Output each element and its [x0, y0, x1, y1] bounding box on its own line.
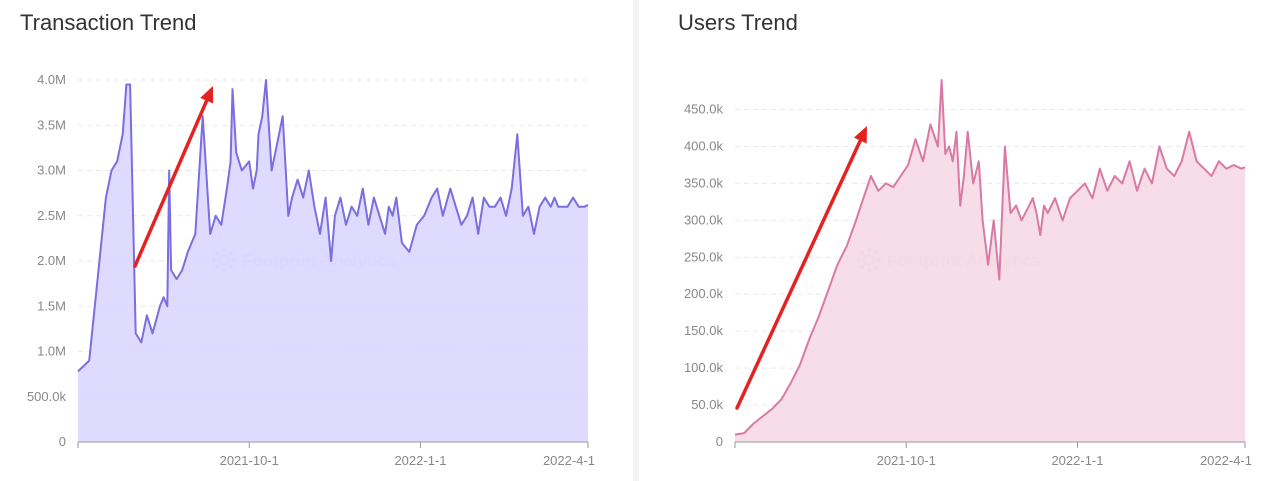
y-tick-label: 250.0k	[684, 249, 724, 264]
transaction-trend-chart: 0500.0k1.0M1.5M2.0M2.5M3.0M3.5M4.0MFootp…	[27, 72, 595, 468]
transaction-trend-panel: Transaction Trend 0 500.0k 1.0M 1.5M 2.0M 2.5…	[0, 0, 630, 481]
y-tick-label: 3.0M	[37, 163, 66, 178]
y-tick-label: 0	[59, 434, 66, 449]
y-tick-label: 350.0k	[684, 175, 724, 190]
users-trend-chart: 0 50.0k 100.0k 150.0k 200.0k 250.0k 300.0k 350.…	[684, 79, 1252, 468]
red-arrow-annotation	[133, 86, 214, 268]
chart-title: Users Trend	[678, 10, 798, 35]
y-tick-label: 0	[716, 434, 723, 449]
y-tick-label: 50.0k	[691, 397, 723, 412]
red-arrow-annotation	[735, 126, 867, 410]
x-tick-label: 2021-10-1	[220, 453, 279, 468]
y-tick-label: 450.0k	[684, 102, 724, 117]
y-tick-label: 2.5M	[37, 208, 66, 223]
users-trend-panel: Users Trend 0 50.0k 100.0k 150.0k 200.0k 250.…	[645, 0, 1265, 481]
y-tick-label: 1.0M	[37, 344, 66, 359]
y-tick-label: 2.0M	[37, 253, 66, 268]
y-tick-label: 150.0k	[684, 323, 724, 338]
series-line	[77, 79, 589, 373]
chart-title: Transaction Trend	[20, 10, 197, 35]
y-tick-label: 200.0k	[684, 286, 724, 301]
y-tick-label: 100.0k	[684, 360, 724, 375]
y-tick-label: 3.5M	[37, 117, 66, 132]
series-area	[735, 80, 1245, 442]
y-tick-label: 500.0k	[27, 389, 67, 404]
y-tick-label: 300.0k	[684, 212, 724, 227]
x-tick-label: 2021-10-1	[877, 453, 936, 468]
y-tick-label: 4.0M	[37, 72, 66, 87]
y-tick-label: 1.5M	[37, 298, 66, 313]
x-tick-label: 2022-4-1	[543, 453, 595, 468]
x-tick-label: 2022-4-1	[1200, 453, 1252, 468]
x-tick-label: 2022-1-1	[1051, 453, 1103, 468]
y-tick-label: 400.0k	[684, 138, 724, 153]
series-line	[734, 79, 1246, 436]
panel-divider	[633, 0, 639, 481]
x-tick-label: 2022-1-1	[394, 453, 446, 468]
